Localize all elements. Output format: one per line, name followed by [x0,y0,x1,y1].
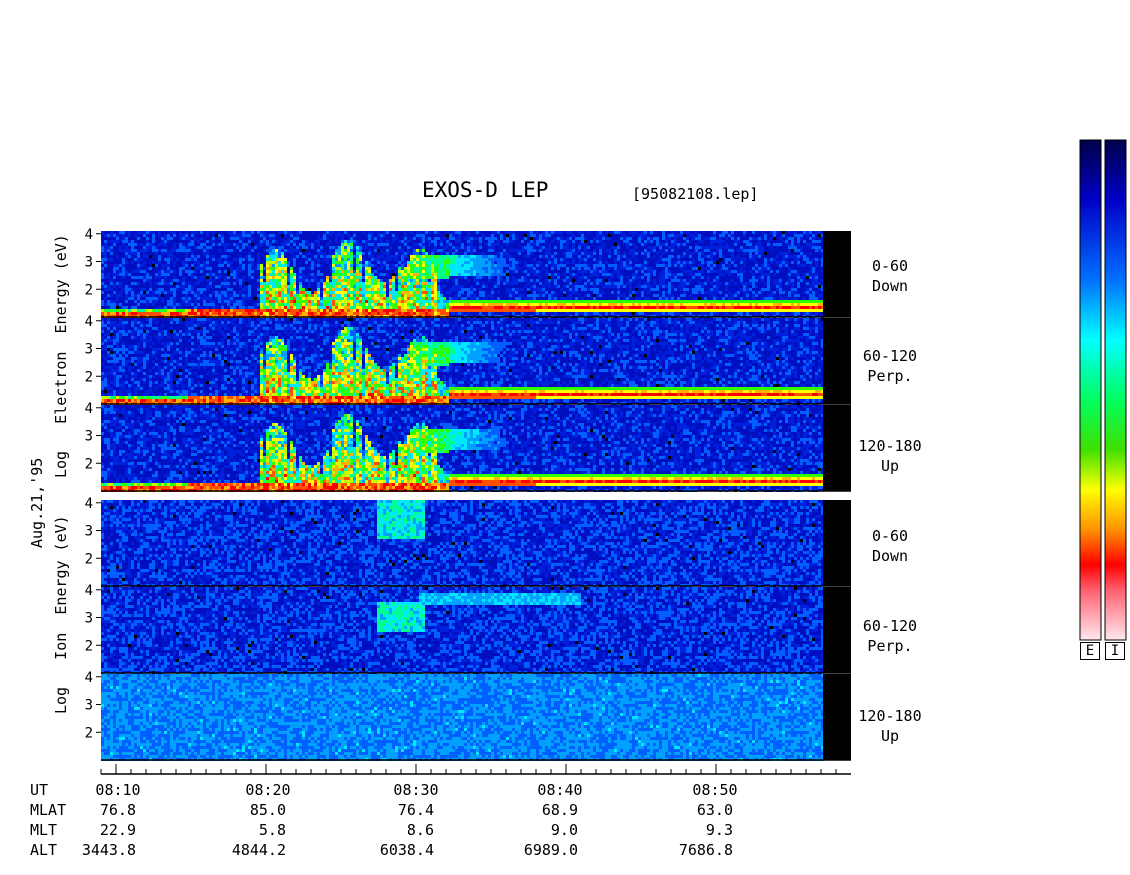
y-tick-label-4-2: 2 [85,638,93,654]
y-tick-label-1-2: 2 [85,369,93,385]
ephemeris-value-mlat-2: 76.4 [364,801,434,819]
y-tick-label-2-4: 4 [85,401,93,417]
ephemeris-value-alt-1: 4844.2 [216,841,286,859]
ephemeris-label-ut: UT [30,781,48,799]
y-tick-label-3-4: 4 [85,496,93,512]
file-name: [95082108.lep] [632,185,758,203]
ephemeris-value-mlat-3: 68.9 [508,801,578,819]
y-tick-label-4-4: 4 [85,583,93,599]
panel-label-electron-up: 120-180 Up [845,436,935,476]
y-tick-label-3-2: 2 [85,551,93,567]
y-tick-label-3-3: 3 [85,524,93,540]
y-tick-label-0-4: 4 [85,227,93,243]
y-tick-label-1-4: 4 [85,314,93,330]
ephemeris-value-ut-0: 08:10 [83,781,153,799]
panel-label-ion-down: 0-60 Down [845,526,935,566]
ephemeris-value-alt-0: 3443.8 [66,841,136,859]
heatmap-panel-5 [101,674,851,761]
ephemeris-value-alt-2: 6038.4 [364,841,434,859]
ephemeris-value-mlt-3: 9.0 [508,821,578,839]
ephemeris-value-ut-3: 08:40 [525,781,595,799]
ephemeris-label-mlat: MLAT [30,801,66,819]
ephemeris-value-mlt-0: 22.9 [66,821,136,839]
colorbar [1079,139,1127,641]
y-tick-label-4-3: 3 [85,611,93,627]
y-tick-label-2-2: 2 [85,456,93,472]
panel-label-ion-perp: 60-120 Perp. [845,616,935,656]
heatmap-panel-1 [101,318,851,405]
ephemeris-value-alt-3: 6989.0 [508,841,578,859]
ephemeris-value-mlat-1: 85.0 [216,801,286,819]
ephemeris-value-mlt-2: 8.6 [364,821,434,839]
heatmap-panel-2 [101,405,851,492]
y-tick-label-0-2: 2 [85,282,93,298]
ephemeris-value-ut-2: 08:30 [381,781,451,799]
ephemeris-value-alt-4: 7686.8 [663,841,733,859]
y-tick-label-2-3: 3 [85,429,93,445]
panel-label-ion-up: 120-180 Up [845,706,935,746]
y-tick-label-0-3: 3 [85,255,93,271]
heatmap-panel-3 [101,500,851,587]
y-tick-label-5-3: 3 [85,698,93,714]
colorbar-label-ion: I [1105,642,1125,660]
ephemeris-value-mlt-1: 5.8 [216,821,286,839]
ephemeris-value-ut-4: 08:50 [680,781,750,799]
ephemeris-value-mlat-0: 76.8 [66,801,136,819]
ephemeris-value-mlt-4: 9.3 [663,821,733,839]
y-tick-label-1-3: 3 [85,342,93,358]
y-tick-label-5-4: 4 [85,670,93,686]
ephemeris-value-mlat-4: 63.0 [663,801,733,819]
panel-label-electron-perp: 60-120 Perp. [845,346,935,386]
ephemeris-label-mlt: MLT [30,821,57,839]
heatmap-panel-0 [101,231,851,318]
panel-label-electron-down: 0-60 Down [845,256,935,296]
chart-title: EXOS-D LEP [422,178,548,202]
colorbar-label-electron: E [1080,642,1100,660]
heatmap-panel-4 [101,587,851,674]
y-tick-label-5-2: 2 [85,725,93,741]
ephemeris-label-alt: ALT [30,841,57,859]
ephemeris-value-ut-1: 08:20 [233,781,303,799]
